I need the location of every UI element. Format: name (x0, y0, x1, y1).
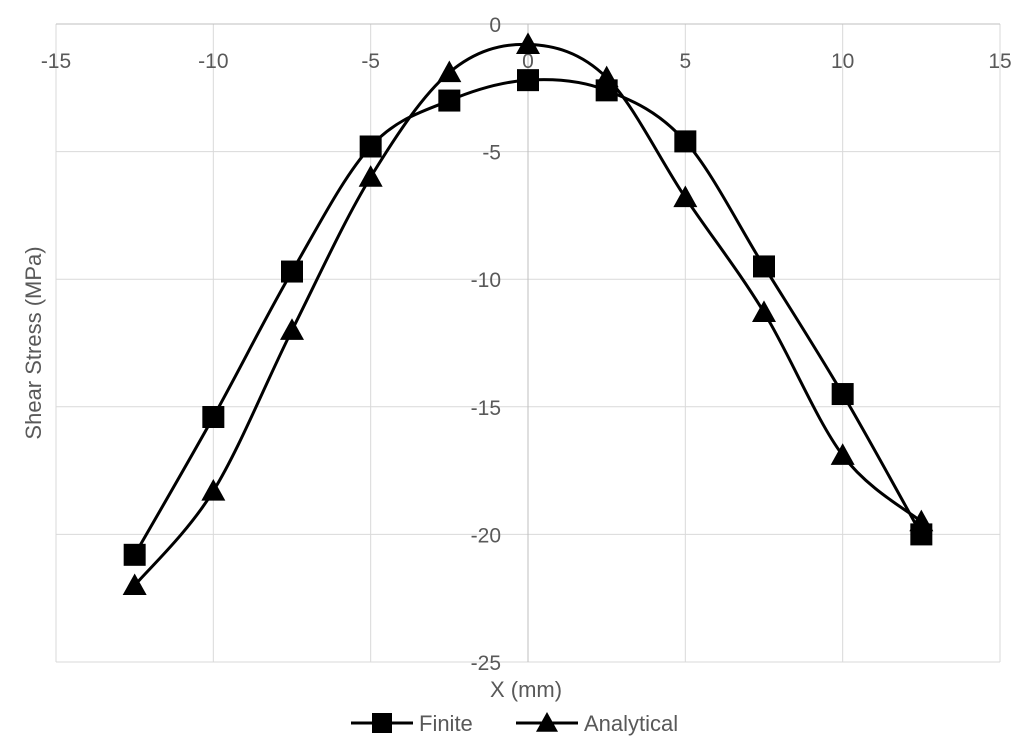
x-tick-label: -10 (198, 50, 228, 73)
data-point-square[interactable] (438, 89, 461, 112)
x-tick-label: 10 (831, 50, 854, 73)
axes (56, 23, 1000, 662)
legend-label-finite: Finite (419, 711, 473, 736)
y-tick-label: -20 (471, 524, 501, 547)
data-point-square[interactable] (281, 260, 303, 283)
data-point-triangle[interactable] (437, 60, 462, 83)
data-point-square[interactable] (753, 255, 775, 278)
data-point-triangle[interactable] (201, 479, 226, 501)
legend-label-analytical: Analytical (584, 711, 678, 736)
y-tick-label: -15 (471, 397, 501, 420)
data-point-triangle[interactable] (909, 509, 934, 532)
data-point-square[interactable] (202, 406, 225, 429)
x-tick-label: -15 (41, 50, 71, 73)
series (122, 32, 934, 596)
data-point-triangle[interactable] (358, 165, 383, 187)
legend-square-marker-icon (372, 713, 392, 733)
x-tick-labels: -15 -10 -5 0 5 10 15 (41, 50, 1012, 73)
data-point-triangle[interactable] (516, 32, 540, 55)
x-tick-label: -5 (361, 50, 380, 73)
data-point-square[interactable] (359, 135, 382, 158)
data-point-square[interactable] (123, 543, 146, 566)
series-finite (123, 69, 933, 566)
data-point-square[interactable] (831, 383, 854, 406)
x-tick-label: 0 (522, 50, 534, 73)
x-tick-label: 15 (988, 50, 1011, 73)
y-tick-label: -5 (482, 142, 501, 165)
x-axis-title: X (mm) (490, 677, 562, 702)
series-analytical (122, 32, 934, 596)
data-point-triangle[interactable] (122, 573, 147, 596)
legend-triangle-marker-icon (536, 712, 558, 732)
data-point-square[interactable] (517, 69, 539, 92)
data-point-triangle[interactable] (830, 443, 855, 465)
data-point-triangle[interactable] (280, 318, 304, 340)
x-tick-label: 5 (679, 50, 691, 73)
legend-item-finite[interactable]: Finite (351, 711, 473, 736)
y-axis-title: Shear Stress (MPa) (21, 246, 46, 439)
data-point-triangle[interactable] (673, 185, 698, 208)
legend-item-analytical[interactable]: Analytical (516, 711, 678, 736)
data-point-square[interactable] (674, 130, 697, 153)
data-point-triangle[interactable] (752, 300, 776, 322)
y-tick-label: -10 (471, 269, 501, 292)
y-tick-labels: 0 -5 -10 -15 -20 -25 (471, 14, 501, 675)
y-tick-label: -25 (471, 652, 501, 675)
y-tick-label: 0 (489, 14, 501, 37)
data-point-triangle[interactable] (594, 65, 619, 88)
legend: Finite Analytical (351, 711, 678, 736)
